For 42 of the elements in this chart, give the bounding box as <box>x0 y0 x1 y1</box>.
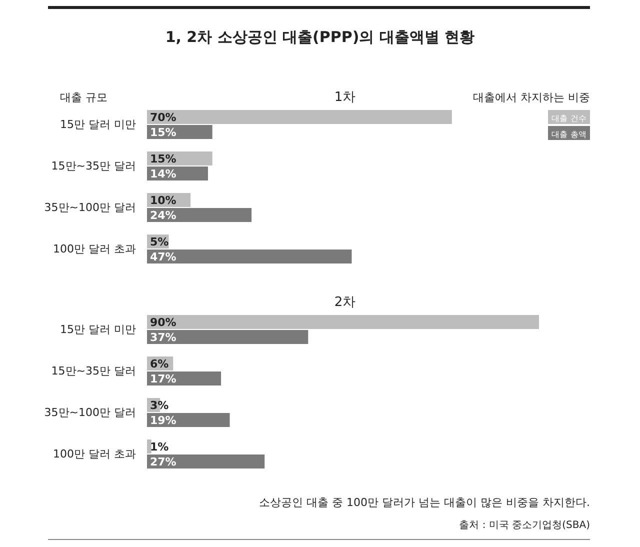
chart-subtitle: 2차 <box>334 295 356 310</box>
chart-subtitle: 1차 <box>334 90 356 105</box>
y-axis-title: 대출 규모 <box>60 91 108 104</box>
bar <box>147 372 222 386</box>
bar <box>147 440 152 454</box>
data-label: 37% <box>150 331 176 344</box>
data-label: 10% <box>150 194 176 207</box>
data-label: 90% <box>150 316 176 329</box>
data-label: 5% <box>150 236 169 248</box>
data-label: 47% <box>150 250 176 264</box>
data-label: 19% <box>150 414 176 427</box>
chart-title: 1, 2차 소상공인 대출(PPP)의 대출액별 현황 <box>165 28 475 46</box>
data-label: 6% <box>150 358 169 370</box>
bar <box>147 454 265 468</box>
data-label: 15% <box>150 126 176 139</box>
data-label: 14% <box>150 168 176 180</box>
text: 대출 총액 <box>552 130 586 139</box>
bar <box>147 110 452 124</box>
y-tick-label: 15만~35만 달러 <box>51 364 136 378</box>
data-label: 70% <box>150 111 176 124</box>
y-tick-label: 35만~100만 달러 <box>44 406 136 419</box>
bar <box>147 330 308 344</box>
bar <box>147 250 352 264</box>
bar <box>147 208 252 222</box>
data-label: 1% <box>150 440 169 454</box>
bar <box>147 413 230 427</box>
y-tick-label: 15만 달러 미만 <box>60 118 136 131</box>
data-label: 24% <box>150 209 176 222</box>
y-tick-label: 15만 달러 미만 <box>60 323 136 336</box>
y-tick-label: 100만 달러 초과 <box>53 242 136 256</box>
y-tick-label: 35만~100만 달러 <box>44 201 136 214</box>
legend-title: 대출에서 차지하는 비중 <box>473 91 590 104</box>
data-label: 3% <box>150 399 169 412</box>
bar <box>147 315 539 329</box>
source-note: 출처 : 미국 중소기업청(SBA) <box>459 520 590 531</box>
data-label: 17% <box>150 372 176 386</box>
data-label: 15% <box>150 152 176 166</box>
y-tick-label: 100만 달러 초과 <box>53 448 136 460</box>
y-tick-label: 15만~35만 달러 <box>51 160 136 172</box>
data-label: 27% <box>150 456 176 468</box>
text: 대출 건수 <box>552 114 586 123</box>
text: 소상공인 대출 중 100만 달러가 넘는 대출이 많은 비중을 차지한다. <box>259 496 590 509</box>
